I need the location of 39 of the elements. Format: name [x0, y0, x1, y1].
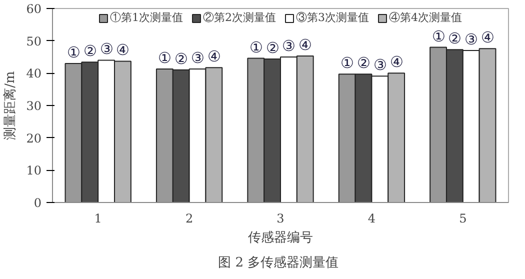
- y-tick-label: 50: [26, 34, 42, 48]
- data-label: ③: [191, 50, 204, 67]
- data-label: ③: [100, 42, 113, 58]
- x-tick-label: 1: [94, 212, 102, 226]
- y-tick-label: 0: [34, 196, 42, 210]
- data-label: ①: [340, 56, 354, 72]
- legend-label: ①第1次测量值: [110, 10, 183, 25]
- x-tick-label: 3: [276, 212, 284, 226]
- data-label: ①: [66, 45, 80, 62]
- data-label: ②: [83, 44, 96, 60]
- y-tick-label: 40: [26, 66, 42, 81]
- data-label: ④: [481, 30, 494, 47]
- data-label: ②: [266, 40, 279, 57]
- y-tick-label: 30: [26, 99, 42, 113]
- data-label: ②: [356, 56, 370, 72]
- y-axis-title: 测量距离/m: [2, 71, 18, 140]
- y-tick-label: 10: [26, 164, 42, 178]
- x-axis-title: 传感器编号: [248, 230, 313, 246]
- data-label: ②: [448, 32, 462, 48]
- data-label: ④: [207, 50, 220, 66]
- data-label: ①: [158, 50, 172, 67]
- data-label: ④: [298, 38, 312, 54]
- data-label: ④: [390, 55, 403, 72]
- data-label: ①: [432, 29, 445, 46]
- x-tick-label: 2: [185, 212, 194, 226]
- data-label: ②: [174, 52, 188, 68]
- data-label: ①: [249, 40, 262, 56]
- x-tick-label: 5: [459, 212, 467, 226]
- text: 图 2 多传感器测量值: [218, 256, 339, 270]
- legend-label: ④第4次测量值: [389, 10, 462, 25]
- data-label: ③: [373, 58, 386, 74]
- legend-label: ③第3次测量值: [296, 10, 369, 25]
- data-label: ④: [116, 43, 130, 60]
- x-tick-label: 4: [368, 212, 376, 226]
- legend-label: ②第2次测量值: [203, 10, 276, 25]
- y-tick-label: 20: [26, 131, 42, 146]
- data-label: ③: [282, 39, 296, 55]
- y-tick-label: 60: [26, 2, 42, 16]
- data-label: ③: [464, 32, 478, 49]
